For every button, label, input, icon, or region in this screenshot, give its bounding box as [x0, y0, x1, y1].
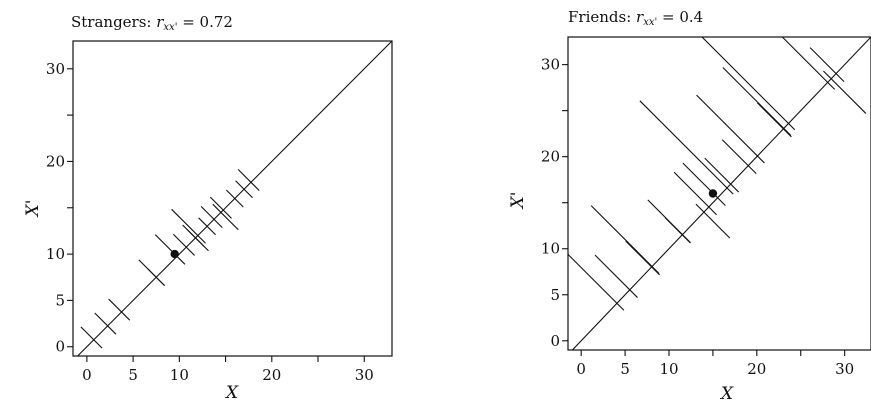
strangers-y-tick-label-5: 5: [55, 291, 65, 309]
strangers-x-tick-label-10: 10: [170, 366, 189, 384]
friends-pair-segment-6: [664, 217, 691, 244]
friends-pair-segment-8: [673, 171, 717, 216]
friends-title-subscript: xx': [643, 17, 657, 28]
friends-x-tick-label-20: 20: [747, 360, 766, 378]
friends-title-text: Friends:: [568, 8, 636, 26]
strangers-plot-area: [76, 41, 392, 356]
strangers-pair-segment-16: [235, 180, 253, 199]
strangers-pair-segment-10: [186, 229, 209, 252]
friends-pair-segment-12: [696, 94, 765, 164]
strangers-title-text: Strangers:: [71, 13, 156, 31]
strangers-pair-segment-1: [80, 326, 103, 349]
strangers-pair-segment-14: [212, 203, 239, 231]
friends-title-value: = 0.4: [657, 8, 703, 26]
friends-pair-segment-13: [721, 139, 757, 175]
strangers-x-tick-label-0: 0: [82, 366, 92, 384]
friends-y-tick-label-0: 0: [550, 332, 560, 350]
friends-y-axis-label: X': [508, 192, 528, 211]
friends-x-axis-label: X: [719, 384, 734, 404]
strangers-pair-segment-13: [209, 196, 232, 219]
friends-plot-frame: [567, 36, 871, 351]
strangers-y-tick-label-0: 0: [55, 338, 65, 356]
strangers-pair-segment-15: [225, 189, 244, 208]
friends-pair-segment-18: [809, 47, 845, 82]
friends-identity-line: [571, 37, 871, 350]
strangers-pair-segment-11: [198, 217, 216, 236]
strangers-y-tick-label-30: 30: [46, 60, 65, 78]
strangers-x-tick-label-20: 20: [262, 366, 281, 384]
strangers-title-symbol: r: [156, 13, 164, 31]
friends-title-symbol: r: [636, 8, 644, 26]
strangers-x-axis-label: X: [224, 383, 239, 403]
strangers-pair-segment-3: [108, 298, 131, 321]
friends-y-tick-label-10: 10: [541, 240, 560, 258]
friends-pair-segment-14: [701, 37, 796, 131]
strangers-chart-title: Strangers: rxx' = 0.72: [71, 13, 233, 33]
friends-pair-segment-4: [625, 240, 661, 276]
strangers-pair-segment-7: [172, 233, 195, 256]
friends-pair-segment-16: [757, 102, 792, 138]
strangers-title-subscript: xx': [163, 22, 177, 33]
friends-pair-segment-2: [594, 254, 638, 298]
strangers-identity-line: [76, 41, 392, 356]
strangers-x-tick-label-30: 30: [355, 366, 374, 384]
friends-y-tick-label-5: 5: [550, 286, 560, 304]
strangers-pair-segment-12: [200, 206, 223, 229]
strangers-plot-frame: [72, 40, 393, 357]
friends-pair-segment-11: [704, 157, 740, 193]
friends-plot-area: [568, 37, 871, 350]
strangers-y-axis-label: X': [23, 200, 43, 219]
strangers-pair-segment-6: [154, 234, 186, 265]
friends-y-tick-label-30: 30: [541, 56, 560, 74]
friends-x-tick-label-0: 0: [576, 360, 586, 378]
friends-pair-segment-19: [823, 70, 867, 114]
friends-pair-segment-3: [590, 205, 660, 274]
friends-y-tick-label-20: 20: [541, 148, 560, 166]
strangers-pair-segment-2: [94, 312, 117, 335]
strangers-pair-segment-17: [237, 168, 260, 191]
friends-x-tick-label-5: 5: [620, 360, 630, 378]
friends-x-tick-label-10: 10: [659, 360, 678, 378]
friends-chart-panel: Friends: rxx' = 0.4 X X' 0 5 10 20 30 0 5 10 20 3…: [508, 8, 871, 404]
friends-pair-segment-17: [781, 37, 836, 90]
friends-pair-segment-7: [639, 100, 734, 195]
friends-pair-segment-10: [695, 203, 731, 239]
friends-pair-segment-1: [568, 253, 625, 311]
strangers-y-tick-label-10: 10: [46, 245, 65, 263]
strangers-pair-segment-9: [171, 208, 206, 244]
friends-mean-point: [708, 189, 718, 198]
strangers-y-tick-label-20: 20: [46, 152, 65, 170]
strangers-pair-segment-5: [147, 268, 166, 287]
strangers-x-tick-label-5: 5: [128, 366, 138, 384]
friends-chart-title: Friends: rxx' = 0.4: [568, 8, 703, 28]
strangers-mean-point: [170, 249, 179, 259]
friends-pair-segment-15: [722, 67, 792, 136]
strangers-chart-panel: Strangers: rxx' = 0.72 X X' 0 5 10 20 30 0 5 10…: [23, 13, 393, 403]
friends-x-tick-label-30: 30: [835, 360, 854, 378]
strangers-title-value: = 0.72: [177, 13, 233, 31]
friends-pair-segment-9: [682, 162, 726, 206]
